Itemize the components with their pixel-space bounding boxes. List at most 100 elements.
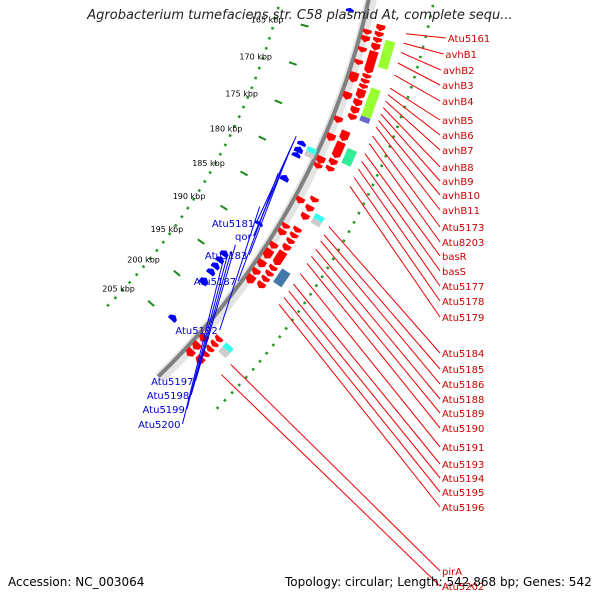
gene-feature: [210, 262, 220, 271]
gc-dot-ring-2: [211, 0, 436, 414]
gene-feature: [333, 115, 344, 123]
gene-feature: [360, 77, 370, 84]
gene-label: Atu5184: [442, 349, 484, 360]
gene-feature: [348, 70, 360, 83]
leader-line: [378, 120, 441, 196]
gene-feature: [359, 115, 371, 125]
gene-label: Atu5197: [151, 377, 193, 388]
gene-feature: [374, 30, 384, 38]
gene-feature: [277, 227, 288, 236]
leader-line: [372, 135, 441, 228]
gene-label: Atu5186: [442, 380, 484, 391]
gene-feature: [261, 274, 271, 283]
gene-feature: [361, 87, 381, 119]
gene-feature: [265, 269, 275, 277]
gene-label: avhB7: [442, 146, 474, 157]
gene-label: avhB11: [442, 206, 480, 217]
gene-feature: [310, 217, 322, 228]
gene-label: avhB5: [442, 116, 474, 127]
gene-feature: [353, 58, 364, 65]
gene-feature: [377, 39, 396, 70]
leader-line: [361, 161, 441, 272]
tick-mark: [288, 61, 297, 66]
gene-label: Atu5191: [442, 443, 484, 454]
gene-feature: [291, 152, 301, 159]
gene-label: avhB1: [445, 50, 477, 61]
gene-feature: [214, 334, 224, 343]
leader-line: [405, 33, 446, 39]
gene-feature: [292, 225, 303, 233]
gene-label: Atu5179: [442, 313, 484, 324]
tick-mark: [219, 204, 228, 211]
gene-label: Atu8203: [442, 238, 484, 249]
gene-feature: [362, 72, 372, 79]
gene-feature: [295, 195, 306, 204]
gene-label: Atu5200: [138, 420, 180, 431]
gene-feature: [372, 36, 383, 43]
tick-mark: [147, 300, 155, 307]
gene-feature: [350, 105, 361, 114]
gene-label: Atu5188: [442, 395, 484, 406]
leader-line: [397, 62, 441, 86]
gene-label: avhB10: [442, 191, 480, 202]
gene-label: basS: [442, 267, 466, 278]
gene-label: Atu5177: [442, 282, 484, 293]
leader-line: [375, 126, 441, 211]
leader-line: [283, 297, 441, 493]
gene-label: Atu5178: [442, 297, 484, 308]
gene-feature: [167, 314, 177, 324]
gene-feature: [352, 97, 363, 107]
leader-line: [195, 244, 236, 382]
tick-mark: [274, 99, 283, 105]
tick-label: 205 kbp: [102, 285, 135, 294]
leader-line: [400, 51, 442, 71]
tick-mark: [240, 170, 249, 177]
gene-label: avhB4: [442, 97, 474, 108]
gene-features: [167, 7, 396, 364]
gene-feature: [370, 42, 381, 51]
tick-label: 185 kbp: [192, 159, 225, 168]
gc-skew-dots: [105, 0, 436, 414]
gene-feature: [309, 195, 320, 203]
gene-feature: [251, 266, 262, 275]
gene-label: Atu5189: [442, 409, 484, 420]
leader-line: [357, 168, 441, 287]
gene-feature: [210, 339, 220, 348]
accession-text: Accession: NC_003064: [8, 575, 145, 589]
leader-line: [320, 240, 441, 385]
gene-label: qor: [235, 232, 252, 243]
scale-ticks: 165 kbp 170 kbp 175 kbp 180 kbp 185 kbp 190 k…: [102, 16, 309, 307]
gene-feature: [262, 247, 275, 259]
leader-line: [230, 364, 441, 572]
gene-label: avhB8: [442, 163, 474, 174]
gene-feature: [206, 344, 215, 353]
gene-feature: [279, 175, 290, 183]
leader-line: [278, 304, 441, 508]
backbone-ring: [155, 0, 377, 383]
gene-label: avhB3: [442, 81, 474, 92]
tick-label: 170 kbp: [239, 52, 272, 61]
gene-label: Atu5161: [448, 34, 490, 45]
gene-feature: [306, 145, 318, 155]
leader-line: [237, 173, 279, 282]
gene-label: Atu5183: [205, 251, 247, 262]
leader-line: [221, 374, 441, 587]
gene-label: Atu5185: [442, 365, 484, 376]
backbone-line: [156, 0, 371, 379]
gene-label: Atu5190: [442, 424, 484, 435]
leader-line: [288, 290, 441, 479]
gene-feature: [268, 263, 278, 272]
gene-feature: [362, 28, 373, 35]
gene-feature: [289, 231, 299, 239]
leader-line: [389, 87, 441, 121]
gene-labels: Atu5161 avhB1 avhB2 avhB3 avhB4 avhB5 avhB6 avh…: [138, 33, 490, 593]
tick-label: 195 kbp: [151, 225, 184, 234]
leader-line: [403, 42, 444, 55]
gene-feature: [303, 150, 316, 160]
gene-feature: [256, 279, 267, 289]
leader-line: [394, 74, 441, 102]
gene-feature: [357, 46, 368, 53]
gene-feature: [222, 342, 234, 354]
tick-label: 175 kbp: [225, 90, 258, 99]
leader-line: [387, 94, 441, 136]
